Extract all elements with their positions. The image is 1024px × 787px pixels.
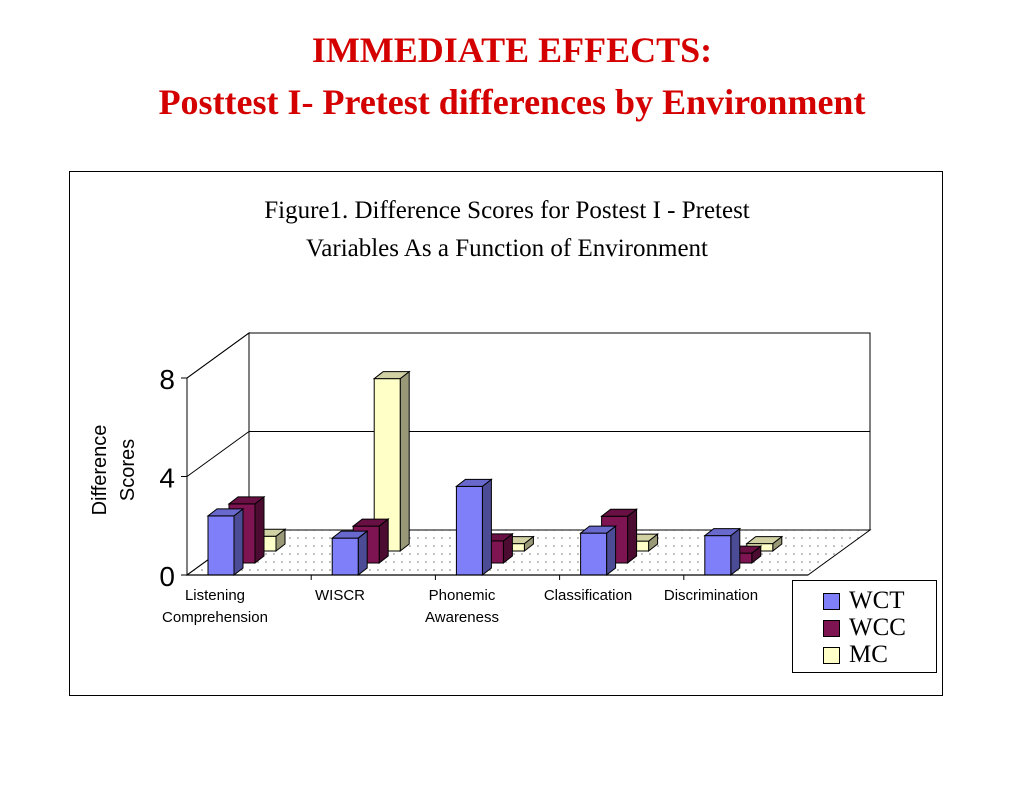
bar-top <box>579 525 618 534</box>
bar-side <box>481 478 492 577</box>
x-category-label: Comprehension <box>162 609 268 626</box>
bar-front <box>455 485 483 576</box>
bar-front <box>331 537 359 576</box>
y-tick-label: 8 <box>159 364 175 395</box>
legend-label-wct: WCT <box>849 587 905 614</box>
bar-mc-1 <box>372 370 411 553</box>
bar-top <box>703 528 742 537</box>
bar-top <box>454 478 493 487</box>
bar-side <box>399 370 410 553</box>
legend-item-wcc: WCC <box>823 614 936 641</box>
chart-title-line-1: Figure1. Difference Scores for Postest I… <box>264 197 750 224</box>
legend-item-wct: WCT <box>823 587 936 614</box>
bar-top <box>206 508 245 517</box>
bar-wct-1 <box>330 530 369 577</box>
bar-top <box>330 530 369 539</box>
chart-legend: WCT WCC MC <box>792 580 937 673</box>
y-axis-title-line-2: Scores <box>117 439 139 501</box>
bar-side <box>233 507 244 577</box>
bar-top <box>372 371 411 380</box>
gridline-side <box>186 332 250 379</box>
bar-front <box>704 535 732 576</box>
gridline-side <box>186 431 250 477</box>
bar-side <box>357 530 368 577</box>
bar-top <box>600 508 639 517</box>
bar-top <box>227 496 266 505</box>
bar-wct-0 <box>206 507 245 577</box>
legend-swatch-wct <box>823 593 840 610</box>
chart-frame <box>69 171 943 696</box>
bar-side <box>730 527 741 577</box>
y-axis-title-line-1: Difference <box>89 425 111 516</box>
legend-label-wcc: WCC <box>849 614 906 641</box>
bar-side <box>627 508 638 565</box>
x-category-label: Classification <box>544 587 632 604</box>
bar-side <box>378 518 389 565</box>
x-category-label: Discrimination <box>664 587 758 604</box>
bar-wct-3 <box>579 525 618 577</box>
legend-label-mc: MC <box>849 641 888 668</box>
legend-swatch-mc <box>823 647 840 664</box>
bar-side <box>606 525 617 577</box>
legend-swatch-wcc <box>823 620 840 637</box>
x-category-label: Awareness <box>425 609 499 626</box>
bar-front <box>207 515 235 576</box>
bar-wct-4 <box>703 527 742 577</box>
bar-top <box>351 518 390 527</box>
slide-title-line-1: IMMEDIATE EFFECTS: <box>311 30 713 70</box>
x-category-label: Phonemic <box>429 587 496 604</box>
slide-title-line-2: Posttest I- Pretest differences by Envir… <box>158 82 866 122</box>
bar-top <box>745 536 784 545</box>
legend-item-mc: MC <box>823 641 936 668</box>
y-tick-label: 4 <box>159 463 175 494</box>
bar-wct-2 <box>454 478 493 577</box>
bar-front <box>580 532 608 576</box>
x-category-label: WISCR <box>315 587 365 604</box>
chart-title-line-2: Variables As a Function of Environment <box>305 235 708 262</box>
bar-side <box>254 495 265 565</box>
x-category-label: Listening <box>185 587 245 604</box>
y-tick-label: 0 <box>159 561 175 592</box>
